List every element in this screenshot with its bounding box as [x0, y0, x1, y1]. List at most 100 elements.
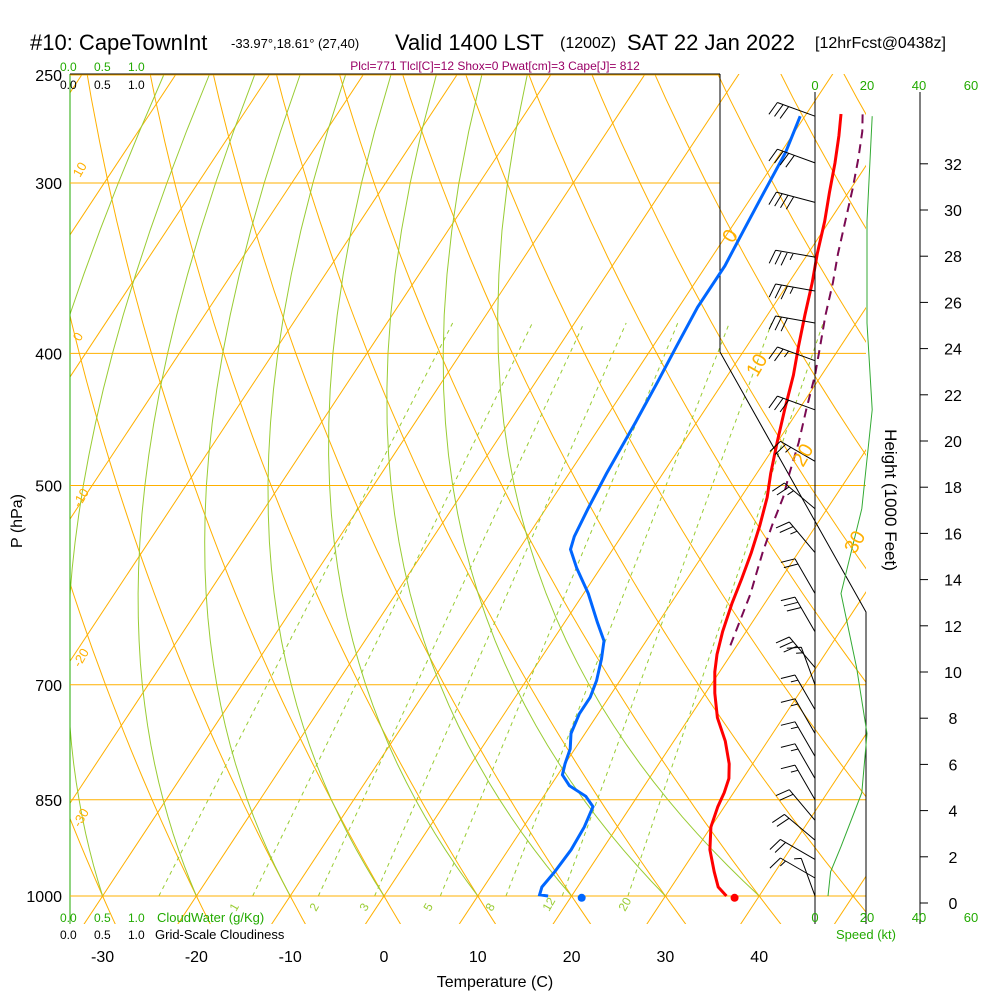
- height-tick-label: 0: [949, 896, 958, 913]
- temperature-tick-label: -30: [91, 949, 114, 966]
- valid-time: Valid 1400 LST: [395, 30, 544, 55]
- wind-barb: [769, 440, 816, 462]
- cloud-scale-label: 1.0: [128, 928, 145, 942]
- mixing-ratio-label: 8: [482, 900, 498, 913]
- height-axis-label: Height (1000 Feet): [881, 429, 900, 571]
- isotherm-line: [740, 733, 866, 924]
- y-axis-label: P (hPa): [9, 494, 26, 548]
- mixing-ratio-line: [317, 322, 585, 897]
- isotherm-line: [70, 74, 177, 236]
- wind-barb: [768, 315, 816, 332]
- isotherm-line: [833, 875, 866, 924]
- dry-adiabat: [0, 0, 32, 952]
- mixing-ratio-label: 2: [306, 900, 322, 913]
- height-tick-label: 14: [944, 573, 962, 590]
- height-tick-label: 22: [944, 388, 962, 405]
- height-tick-label: 4: [949, 804, 958, 821]
- moist-adiabat: [328, 74, 479, 897]
- pressure-tick-label: 850: [35, 793, 62, 810]
- temperature-curve: [708, 113, 843, 898]
- cloud-scale-label: 0.5: [94, 60, 111, 74]
- forecast-label: [12hrFcst@0438z]: [815, 35, 946, 52]
- surface-dewpoint-dot: [577, 893, 586, 902]
- dry-adiabat: [275, 74, 687, 924]
- height-tick-label: 10: [944, 665, 962, 682]
- wind-barb: [780, 558, 816, 594]
- cloudiness-label: Grid-Scale Cloudiness: [155, 927, 285, 942]
- wind-barb: [780, 721, 816, 757]
- mixing-ratio-line: [561, 322, 773, 897]
- adiabat-label: 20: [788, 440, 818, 470]
- mixing-ratio-line: [627, 322, 824, 897]
- height-tick-label: 28: [944, 249, 962, 266]
- wind-barb: [768, 283, 816, 300]
- speed-tick-label: 20: [860, 910, 874, 925]
- dry-adiabat: [654, 74, 866, 457]
- wind-barb: [780, 674, 816, 710]
- moist-adiabat: [70, 74, 210, 897]
- moist-adiabat: [137, 74, 256, 897]
- dry-adiabat: [70, 581, 211, 924]
- wind-barb: [794, 857, 816, 897]
- cloud-scale-label: 1.0: [128, 911, 145, 925]
- mixing-ratio-label: 20: [615, 895, 634, 914]
- isotherm-line: [83, 74, 646, 924]
- temperature-tick-label: 40: [750, 949, 768, 966]
- cloud-scale-label: 0.0: [60, 60, 77, 74]
- isotherm-line: [928, 51, 1000, 925]
- wind-barb: [768, 346, 816, 362]
- adiabat-label: -10: [70, 486, 92, 510]
- wind-barb: [780, 698, 816, 734]
- wind-barb: [775, 521, 816, 553]
- cloud-scale-label: 0.5: [94, 928, 111, 942]
- wind-barb: [768, 191, 816, 210]
- cloud-scale-label: 0.5: [94, 911, 111, 925]
- speed-tick-label: 60: [964, 910, 978, 925]
- speed-profile-line: [827, 116, 873, 897]
- cloud-scale-label: 0.0: [60, 928, 77, 942]
- height-tick-label: 26: [944, 295, 962, 312]
- wind-barb: [768, 395, 816, 413]
- dry-adiabat: [780, 74, 866, 230]
- wind-barb: [772, 482, 816, 510]
- mixing-ratio-line: [252, 322, 533, 897]
- isotherm-line: [70, 74, 459, 663]
- pressure-tick-label: 250: [35, 68, 62, 85]
- adiabat-label: 10: [70, 159, 90, 179]
- wind-barb: [772, 813, 816, 841]
- temperature-tick-label: -20: [185, 949, 208, 966]
- adiabat-label: 30: [840, 527, 870, 557]
- mixing-ratio-line: [374, 322, 627, 897]
- speed-tick-label: 60: [964, 78, 978, 93]
- wind-barb: [780, 764, 816, 801]
- wind-barb: [768, 148, 816, 168]
- wind-barb: [768, 102, 816, 119]
- isotherm-line: [271, 74, 834, 924]
- cloudwater-label: CloudWater (g/Kg): [157, 910, 264, 925]
- speed-tick-label: 40: [912, 910, 926, 925]
- pressure-tick-label: 500: [35, 479, 62, 496]
- moist-adiabat: [267, 74, 385, 897]
- cloud-scale-label: 0.0: [60, 78, 77, 92]
- isotherm-line: [646, 591, 866, 924]
- mixing-ratio-line: [158, 322, 454, 897]
- adiabat-label: 10: [742, 350, 772, 380]
- moist-adiabat: [204, 74, 301, 897]
- isotherm-line: [70, 74, 552, 805]
- moist-adiabat: [386, 74, 572, 897]
- height-tick-label: 20: [944, 434, 962, 451]
- dry-adiabat: [86, 74, 402, 924]
- axes-layer: 2503004005007008501000100-10-20-30010203…: [26, 60, 978, 966]
- speed-tick-label: 40: [912, 78, 926, 93]
- speed-tick-label: 0: [811, 78, 818, 93]
- cloud-scale-label: 0.5: [94, 78, 111, 92]
- speed-tick-label: 0: [811, 910, 818, 925]
- height-tick-label: 12: [944, 619, 962, 636]
- dry-adiabat: [338, 74, 782, 924]
- cloud-scale-label: 1.0: [128, 60, 145, 74]
- height-tick-label: 30: [944, 203, 962, 220]
- isotherm-line: [552, 449, 866, 924]
- pressure-tick-label: 1000: [26, 889, 62, 906]
- moist-adiabat: [442, 74, 666, 897]
